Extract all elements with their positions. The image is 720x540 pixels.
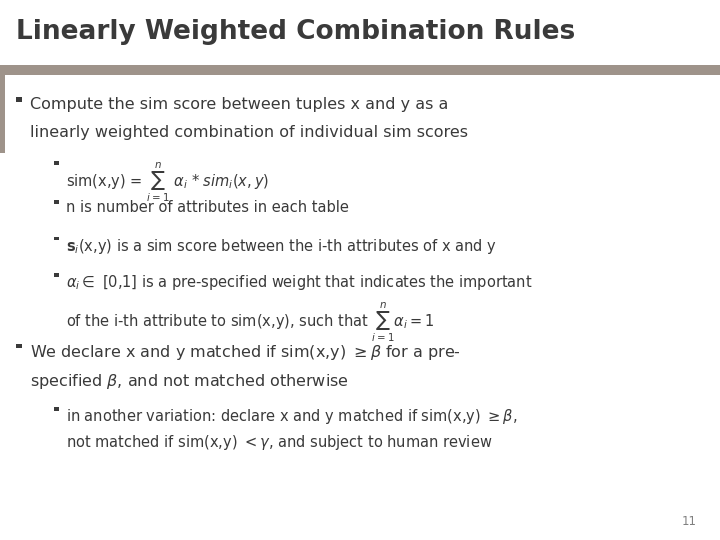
- Text: 11: 11: [682, 515, 697, 528]
- Text: Compute the sim score between tuples x and y as a: Compute the sim score between tuples x a…: [30, 97, 449, 112]
- Bar: [54, 407, 59, 411]
- Text: in another variation: declare x and y matched if sim(x,y) $\geq \beta$,: in another variation: declare x and y ma…: [66, 407, 518, 426]
- Text: $\mathbf{s_{\it{i}}}$(x,y) is a sim score between the i-th attributes of x and y: $\mathbf{s_{\it{i}}}$(x,y) is a sim scor…: [66, 237, 498, 255]
- Text: not matched if sim(x,y) $< \gamma$, and subject to human review: not matched if sim(x,y) $< \gamma$, and …: [66, 433, 492, 452]
- Bar: [54, 161, 59, 165]
- Bar: [54, 237, 59, 240]
- Bar: [54, 273, 59, 277]
- Bar: [16, 98, 22, 102]
- Bar: [54, 200, 59, 204]
- Bar: [0, 65, 5, 153]
- Bar: [16, 343, 22, 348]
- Text: linearly weighted combination of individual sim scores: linearly weighted combination of individ…: [30, 125, 468, 140]
- Text: Linearly Weighted Combination Rules: Linearly Weighted Combination Rules: [16, 19, 575, 45]
- Text: of the i-th attribute to sim(x,y), such that $\sum_{i=1}^{n} \alpha_i = 1$: of the i-th attribute to sim(x,y), such …: [66, 301, 435, 345]
- Text: We declare x and y matched if sim(x,y) $\geq \beta$ for a pre-: We declare x and y matched if sim(x,y) $…: [30, 343, 461, 362]
- Bar: [0, 65, 720, 75]
- Text: specified $\beta$, and not matched otherwise: specified $\beta$, and not matched other…: [30, 372, 349, 390]
- Text: sim(x,y) = $\sum_{i=1}^{n}$ $\alpha_i$ $*$ $\mathit{sim}_i(x, y)$: sim(x,y) = $\sum_{i=1}^{n}$ $\alpha_i$ $…: [66, 161, 269, 204]
- Text: n is number of attributes in each table: n is number of attributes in each table: [66, 200, 349, 215]
- Text: $\alpha_i \in$ [0,1] is a pre-specified weight that indicates the important: $\alpha_i \in$ [0,1] is a pre-specified …: [66, 273, 533, 292]
